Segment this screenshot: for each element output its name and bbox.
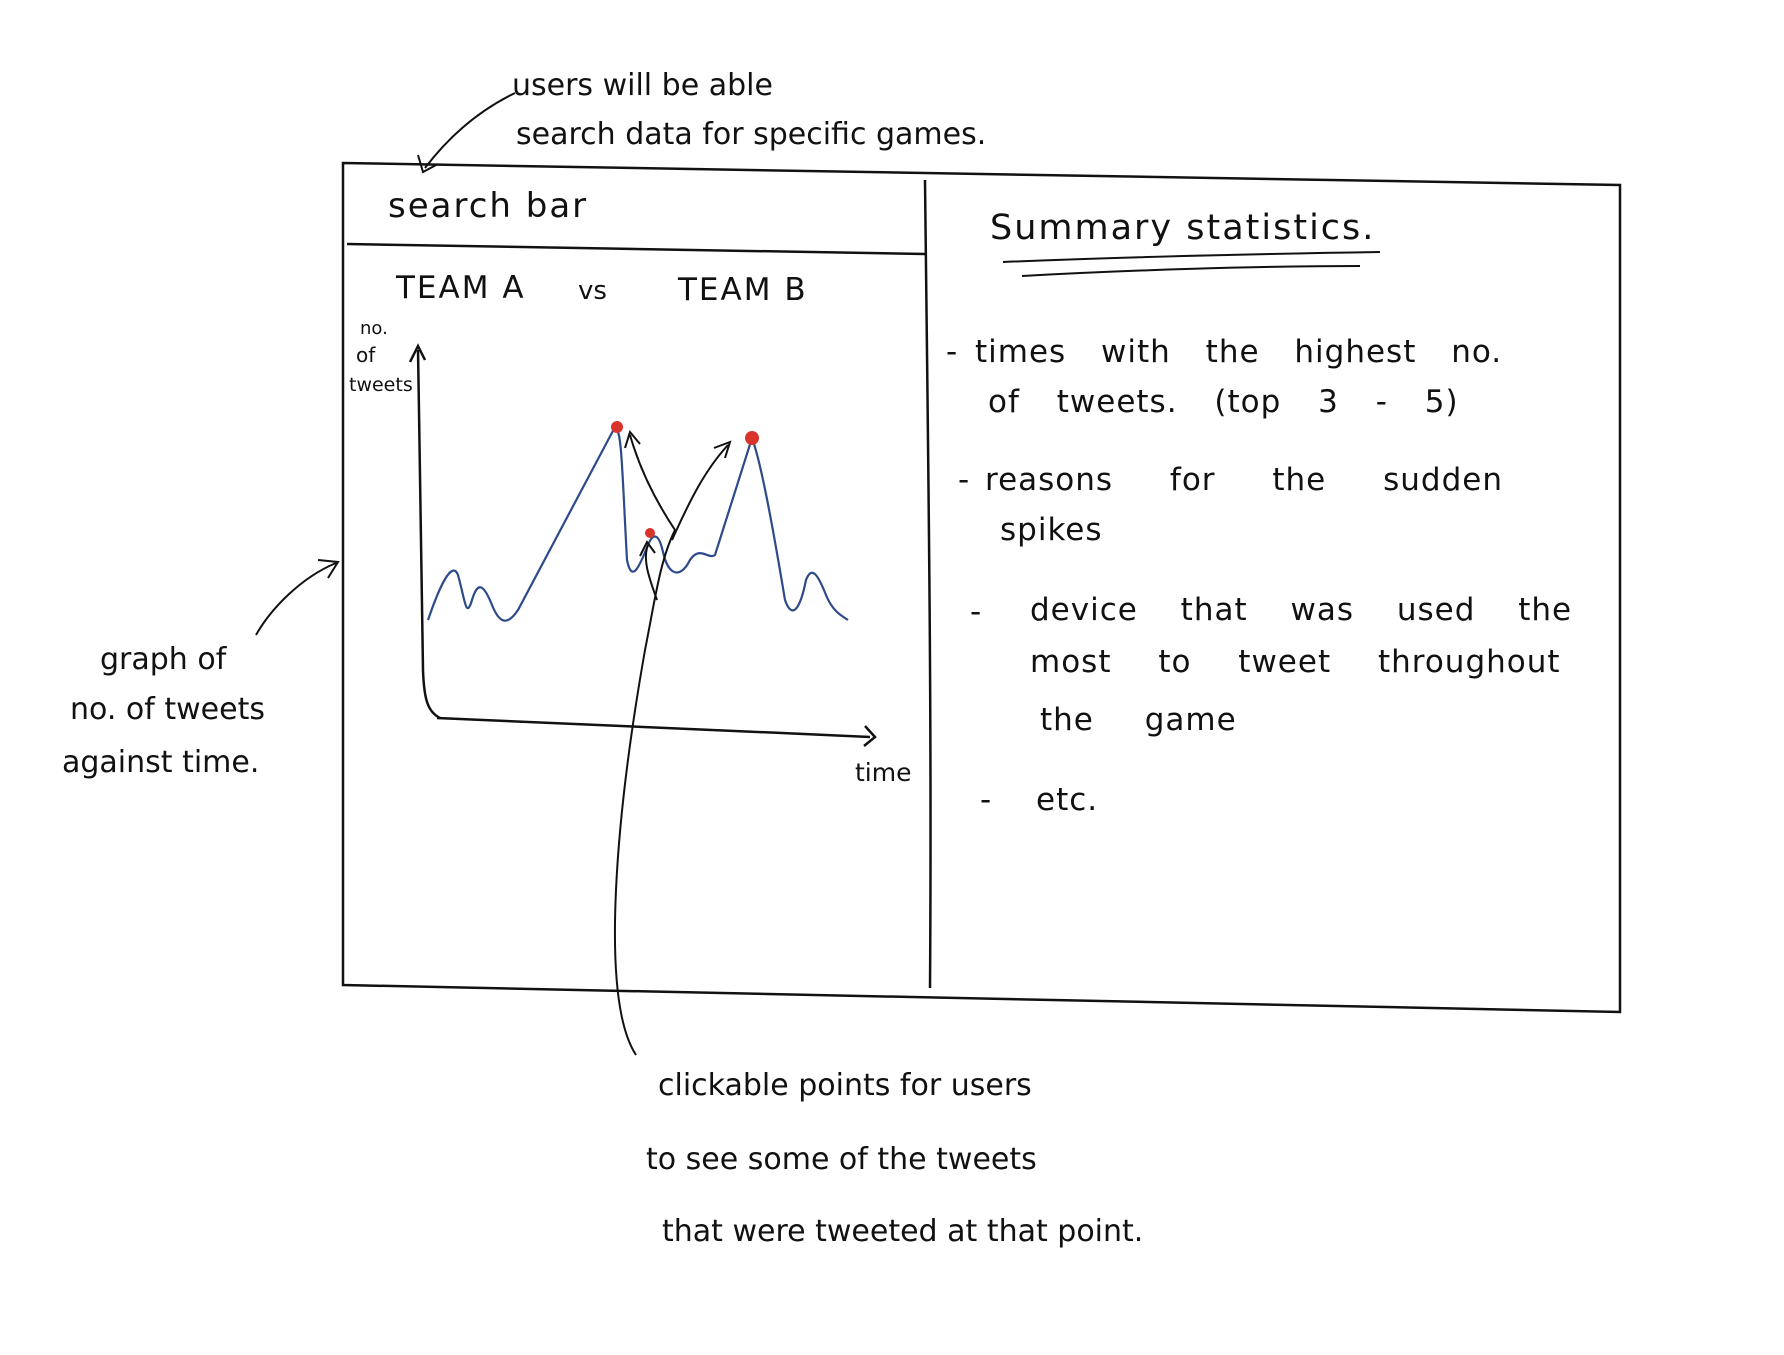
arrow-to-point-1-head [624,429,641,449]
summary-item-text: spikes [1000,512,1103,548]
arrow-to-point-2 [644,544,658,601]
y-axis [416,349,441,720]
arrow-to-point-3-head [713,440,732,459]
arrow-to-point-2-head [639,540,656,557]
arrow-to-point-3 [671,444,729,541]
annotation-points-line-1: clickable points for users [658,1068,1032,1103]
summary-item-text: most to tweet throughout [1030,644,1561,680]
y-axis-label-3: tweets [349,374,413,396]
summary-item-text: the game [1040,702,1237,738]
search-bar-border [346,242,926,256]
summary-item-text: times with the highest no. [975,334,1503,370]
team-a-label: TEAM A [396,270,526,306]
team-b-label: TEAM B [678,272,808,308]
annotation-search-line-1: users will be able [512,68,773,103]
tweet-count-line [426,425,849,622]
x-axis [436,716,871,739]
summary-item-text: device that was used the [1030,592,1573,628]
x-axis-arrowhead [863,725,877,747]
arrow-graph [255,562,337,636]
vs-label: vs [578,276,607,306]
summary-underline-2 [1021,265,1361,277]
summary-underline-1 [1002,251,1381,263]
peak-point-1[interactable] [611,421,623,433]
summary-bullet: - [970,594,983,630]
summary-item-text: reasons for the sudden [985,462,1503,498]
annotation-points-line-3: that were tweeted at that point. [662,1214,1144,1249]
summary-item-text: of tweets. (top 3 - 5) [988,384,1459,420]
annotation-graph-line-1: graph of [100,642,227,677]
arrow-graph-head [317,559,340,579]
annotation-search-line-2: search data for specific games. [516,117,987,152]
summary-item-text: etc. [1036,782,1099,818]
annotation-graph-line-3: against time. [62,745,260,780]
annotation-points-line-2: to see some of the tweets [646,1142,1037,1177]
peak-point-3[interactable] [745,431,759,445]
y-axis-arrowhead [408,343,427,363]
panel-divider [923,179,932,989]
y-axis-label-1: no. [360,318,388,339]
summary-bullet: - [958,462,971,498]
peak-point-2[interactable] [645,528,655,538]
arrow-to-point-1 [613,434,677,1056]
arrow-search-head [417,154,439,174]
search-bar-label: search bar [388,186,589,226]
summary-title: Summary statistics. [990,208,1376,248]
summary-bullet: - [980,782,993,818]
x-axis-label: time [855,758,912,787]
annotation-graph-line-2: no. of tweets [70,692,265,727]
arrow-search [424,92,516,169]
search-bar[interactable]: search bar [388,186,908,232]
app-frame [341,161,1622,1014]
y-axis-label-2: of [356,343,376,367]
summary-bullet: - [946,334,959,370]
